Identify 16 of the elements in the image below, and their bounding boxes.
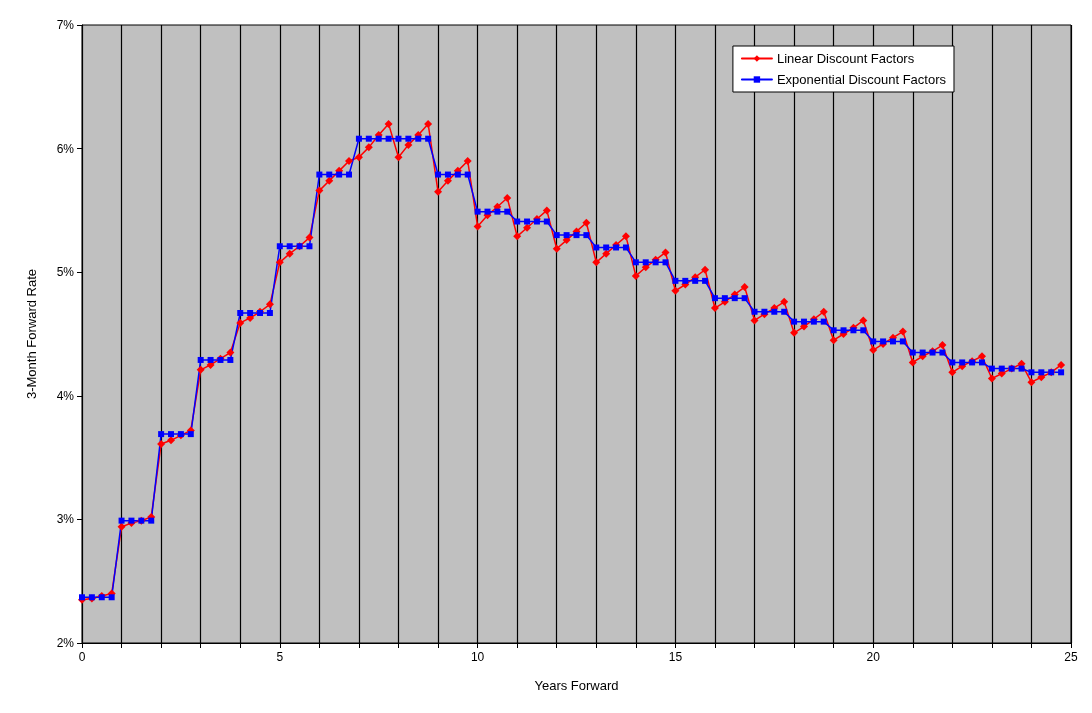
x-tick-label: 15 [668, 650, 683, 664]
x-tick-label: 20 [866, 650, 881, 664]
y-tick-label: 6% [56, 141, 75, 156]
x-tick-label: 10 [470, 650, 485, 664]
x-axis-title: Years Forward [534, 678, 619, 693]
legend-label: Exponential Discount Factors [776, 72, 947, 87]
y-axis-title: 3-Month Forward Rate [24, 268, 39, 400]
legend-label: Linear Discount Factors [776, 51, 915, 66]
x-tick-label: 25 [1064, 650, 1078, 664]
y-tick-label: 4% [56, 388, 75, 403]
x-tick-label: 0 [78, 650, 86, 664]
y-tick-label: 3% [56, 512, 75, 527]
y-tick-label: 7% [56, 18, 75, 32]
y-tick-label: 5% [56, 265, 75, 280]
y-tick-label: 2% [56, 636, 75, 650]
x-tick-label: 5 [276, 650, 284, 664]
